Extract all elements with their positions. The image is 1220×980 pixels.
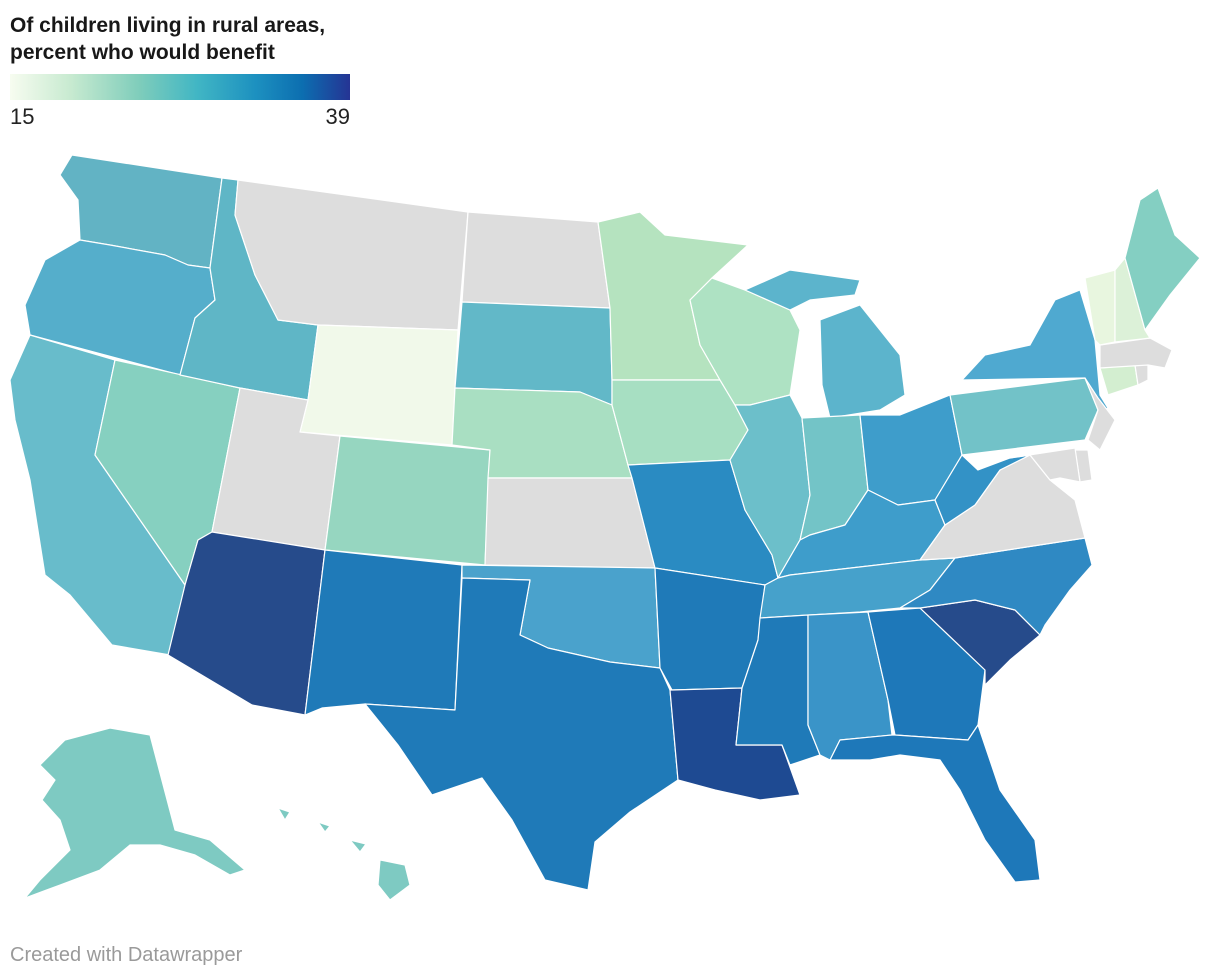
state-ks[interactable] [484, 477, 656, 569]
state-ak[interactable] [24, 727, 246, 899]
map-title: Of children living in rural areas, perce… [10, 12, 410, 66]
state-nm[interactable] [304, 549, 463, 716]
state-mi[interactable] [744, 269, 906, 419]
title-line-2: percent who would benefit [10, 41, 275, 64]
state-nj[interactable] [1084, 377, 1116, 451]
state-me[interactable] [1124, 187, 1201, 331]
state-hi[interactable] [277, 807, 411, 901]
state-tx[interactable] [364, 577, 679, 891]
legend-min-label: 15 [10, 104, 35, 129]
legend-max-label: 39 [325, 104, 350, 129]
state-md[interactable] [1009, 447, 1081, 483]
state-ct[interactable] [1099, 364, 1139, 396]
legend-color-scale [10, 74, 350, 100]
state-nc[interactable] [899, 537, 1093, 636]
state-ri[interactable] [1134, 364, 1149, 386]
state-nd[interactable] [461, 211, 611, 309]
state-vt[interactable] [1084, 269, 1116, 346]
state-pa[interactable] [949, 377, 1099, 456]
state-wy[interactable] [299, 324, 459, 446]
datawrapper-credit: Created with Datawrapper [10, 944, 243, 966]
state-co[interactable] [324, 435, 491, 566]
state-nh[interactable] [1114, 257, 1151, 343]
state-fl[interactable] [829, 724, 1041, 883]
title-line-1: Of children living in rural areas, [10, 14, 326, 37]
